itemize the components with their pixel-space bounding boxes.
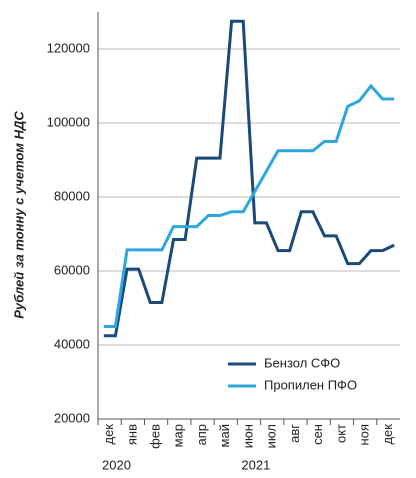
x-tick-label: окт bbox=[333, 424, 348, 443]
year-label: 2020 bbox=[102, 457, 131, 472]
series-line bbox=[103, 83, 395, 328]
y-tick-label: 40000 bbox=[54, 336, 90, 351]
x-tick-label: дек bbox=[101, 424, 116, 445]
x-tick-label: мар bbox=[171, 424, 186, 447]
x-tick-label: май bbox=[217, 424, 232, 447]
y-tick-label: 80000 bbox=[54, 188, 90, 203]
series-line bbox=[103, 19, 395, 338]
x-tick-label: янв bbox=[124, 424, 139, 445]
y-axis-label: Рублей за тонну с учетом НДС bbox=[11, 111, 26, 319]
y-tick-label: 20000 bbox=[54, 410, 90, 425]
x-tick-label: ноя bbox=[357, 424, 372, 445]
x-tick-label: апр bbox=[194, 424, 209, 446]
year-label: 2021 bbox=[241, 457, 270, 472]
legend-label: Пропилен ПФО bbox=[264, 377, 357, 392]
x-tick-label: фев bbox=[148, 424, 163, 449]
y-tick-label: 120000 bbox=[47, 40, 90, 55]
x-tick-label: авг bbox=[287, 424, 302, 443]
y-tick-label: 60000 bbox=[54, 262, 90, 277]
legend-label: Бензол СФО bbox=[264, 355, 340, 370]
x-tick-label: дек bbox=[380, 424, 395, 445]
x-tick-label: июл bbox=[264, 424, 279, 448]
x-tick-label: июн bbox=[240, 424, 255, 448]
x-tick-label: сен bbox=[310, 424, 325, 445]
y-tick-label: 100000 bbox=[47, 114, 90, 129]
